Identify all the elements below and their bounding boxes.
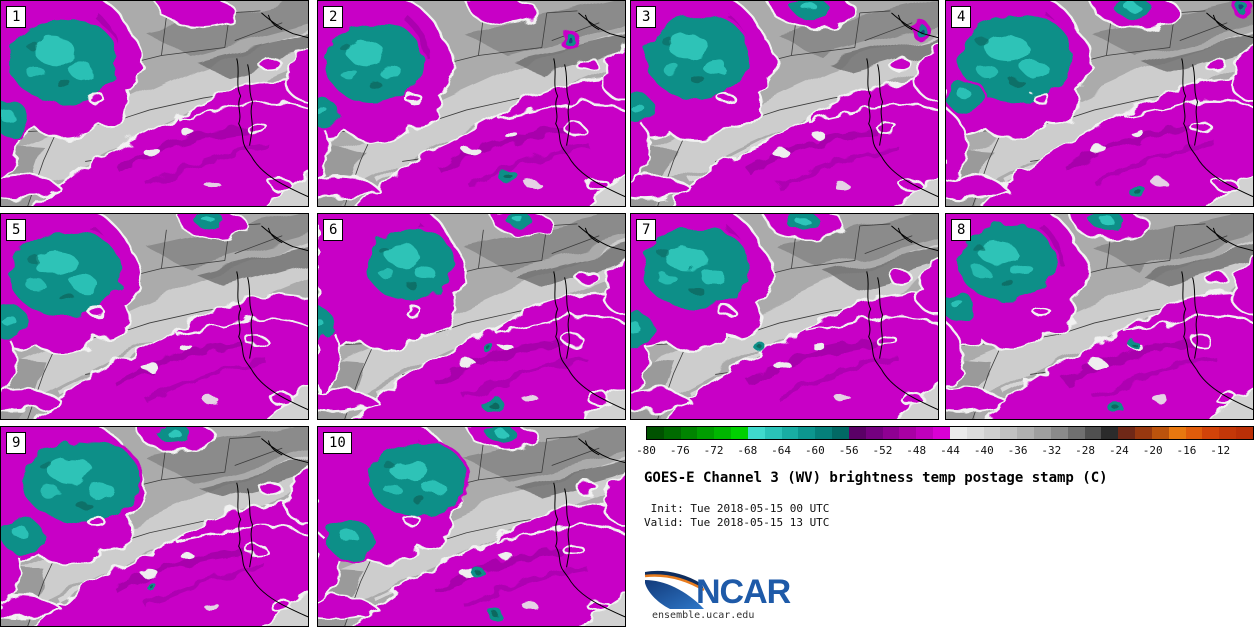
colorbar-tick-label: -16 (1176, 444, 1197, 457)
colorbar-segment (663, 427, 681, 439)
colorbar-segment (1202, 427, 1220, 439)
member-number-badge: 7 (636, 219, 657, 241)
colorbar-tick-label: -48 (906, 444, 927, 457)
colorbar-tick-label: -24 (1108, 444, 1129, 457)
colorbar-tick-label: -44 (940, 444, 960, 457)
colorbar-segment (933, 427, 950, 439)
ensemble-member-panel: 2 (317, 0, 626, 207)
colorbar-segment (714, 427, 732, 439)
colorbar-segment (680, 427, 698, 439)
colorbar-tick-label: -28 (1075, 444, 1096, 457)
colorbar-tick-label: -72 (703, 444, 724, 457)
colorbar-segment (1067, 427, 1085, 439)
ensemble-member-panel: 1 (0, 0, 309, 207)
ensemble-member-panel: 9 (0, 426, 309, 627)
colorbar-segment (865, 427, 883, 439)
colorbar-segment (815, 427, 833, 439)
colorbar-segment (747, 427, 765, 439)
colorbar-segment (781, 427, 799, 439)
colorbar-tick-label: -20 (1142, 444, 1163, 457)
colorbar-segment (848, 427, 866, 439)
colorbar-segment (1017, 427, 1035, 439)
ncar-swoosh-icon (644, 570, 705, 609)
member-number-badge: 5 (6, 219, 27, 241)
ncar-logo: NCAR (644, 566, 904, 616)
member-number-badge: 3 (636, 6, 657, 28)
colorbar-tick-label: -12 (1210, 444, 1231, 457)
colorbar-segment (1101, 427, 1119, 439)
colorbar-segment (1219, 427, 1236, 439)
colorbar-segment (1151, 427, 1169, 439)
product-title: GOES-E Channel 3 (WV) brightness temp po… (644, 470, 1108, 486)
member-number-badge: 6 (323, 219, 344, 241)
member-number-badge: 4 (951, 6, 972, 28)
colorbar-tick-label: -60 (804, 444, 825, 457)
colorbar-tick-label: -76 (669, 444, 690, 457)
colorbar-tick-label: -36 (1007, 444, 1028, 457)
init-time: Init: Tue 2018-05-15 00 UTC (644, 502, 830, 515)
ensemble-member-panel: 4 (945, 0, 1254, 207)
colorbar-segment (1235, 427, 1253, 439)
colorbar-tick-label: -56 (838, 444, 859, 457)
member-number-badge: 2 (323, 6, 344, 28)
ensemble-member-panel: 7 (630, 213, 939, 420)
colorbar-tick-label: -68 (737, 444, 758, 457)
colorbar-segment (916, 427, 934, 439)
legend-block: -80 -76 -72 -68 -64 -60 -56 -52 -48 -44 -40 -36 -32-… (630, 420, 1260, 627)
ensemble-member-panel: 3 (630, 0, 939, 207)
colorbar-segment (1185, 427, 1203, 439)
member-number-badge: 10 (323, 432, 352, 454)
colorbar-segment (1168, 427, 1186, 439)
colorbar (646, 426, 1254, 440)
colorbar-segment (697, 427, 715, 439)
colorbar-segment (1135, 427, 1152, 439)
colorbar-segment (798, 427, 816, 439)
ensemble-member-panel: 6 (317, 213, 626, 420)
colorbar-segment (731, 427, 748, 439)
colorbar-segment (764, 427, 782, 439)
colorbar-segment (647, 427, 664, 439)
colorbar-segment (1118, 427, 1136, 439)
colorbar-tick-label: -80 (636, 444, 656, 457)
member-number-badge: 1 (6, 6, 27, 28)
colorbar-segment (983, 427, 1001, 439)
ensemble-member-panel: 10 (317, 426, 626, 627)
ensemble-member-panel: 8 (945, 213, 1254, 420)
valid-time: Valid: Tue 2018-05-15 13 UTC (644, 516, 830, 529)
colorbar-segment (1084, 427, 1102, 439)
colorbar-tick-label: -32 (1041, 444, 1062, 457)
colorbar-segment (899, 427, 917, 439)
colorbar-segment (1000, 427, 1018, 439)
colorbar-segment (832, 427, 849, 439)
colorbar-tick-label: -64 (771, 444, 792, 457)
member-number-badge: 9 (6, 432, 27, 454)
ensemble-member-panel: 5 (0, 213, 309, 420)
ensemble-url: ensemble.ucar.edu (652, 610, 755, 621)
ncar-wordmark: NCAR (696, 573, 791, 611)
colorbar-segment (1050, 427, 1068, 439)
colorbar-segment (1034, 427, 1051, 439)
colorbar-segment (966, 427, 984, 439)
colorbar-segment (882, 427, 900, 439)
colorbar-tick-label: -52 (872, 444, 893, 457)
member-number-badge: 8 (951, 219, 972, 241)
colorbar-tick-label: -40 (973, 444, 994, 457)
colorbar-segment (949, 427, 967, 439)
